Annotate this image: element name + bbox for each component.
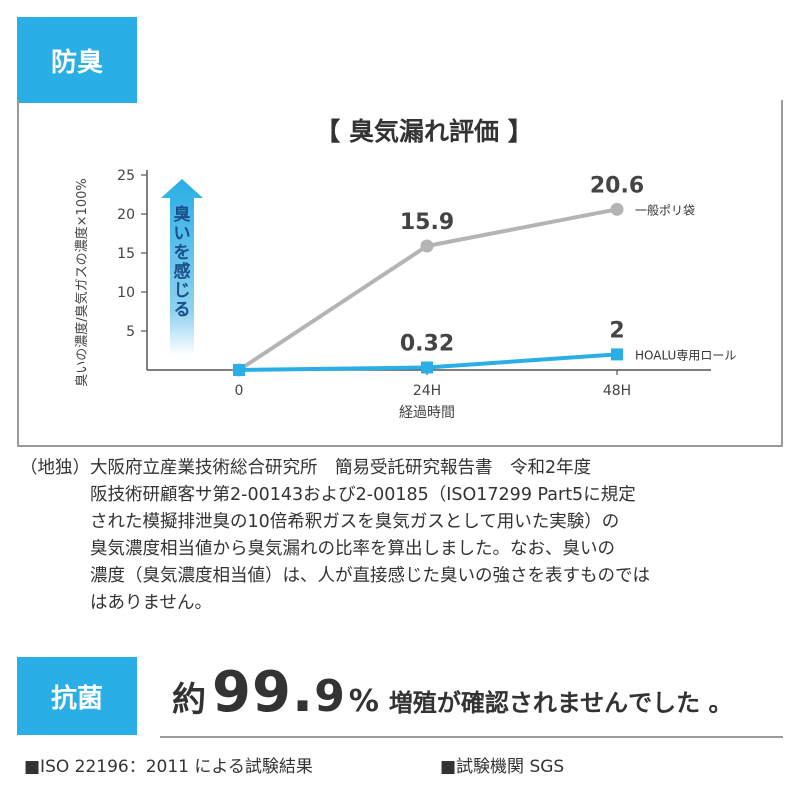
result-number-int: 99. <box>212 660 315 725</box>
y-tick-label: 25 <box>117 168 135 184</box>
result-unit: % <box>348 684 379 719</box>
x-tick-label: 0 <box>235 383 244 399</box>
note-line: された模擬排泄臭の10倍希釈ガスを臭気ガスとして用いた実験）の <box>90 512 620 532</box>
note-line: 阪技術研顧客サ第2-00143および2-00185（ISO17299 Part5… <box>90 485 636 505</box>
antibacterial-tag: 抗菌 <box>17 657 137 735</box>
data-point-square <box>233 364 245 376</box>
study-note: （地独） 大阪府立産業技術総合研究所 簡易受託研究報告書 令和2年度 阪技術研顧… <box>20 455 790 617</box>
note-line: はありません。 <box>90 593 212 613</box>
result-underline <box>160 736 783 738</box>
y-tick-label: 10 <box>117 285 135 301</box>
note-line: 大阪府立産業技術総合研究所 簡易受託研究報告書 令和2年度 <box>90 458 592 478</box>
series-name-label: HOALU専用ロール <box>635 348 736 362</box>
y-axis-label: 臭いの濃度/臭気ガスの濃度×100% <box>74 178 90 386</box>
note-line: 濃度（臭気濃度相当値）は、人が直接感じた臭いの強さを表すものでは <box>90 566 650 586</box>
chart-title: 【 臭気漏れ評価 】 <box>315 117 532 146</box>
deodorant-tag: 防臭 <box>17 17 137 103</box>
odor-arrow: 臭いを感じる <box>161 179 203 355</box>
data-label: 2 <box>609 318 624 343</box>
chart-series: 15.9 20.6 一般ポリ袋 0.32 2 HOALU専用ロール <box>232 173 736 377</box>
result-number-dec: 9 <box>314 671 345 722</box>
y-tick-label: 5 <box>126 324 135 340</box>
note-body: 大阪府立産業技術総合研究所 簡易受託研究報告書 令和2年度 阪技術研顧客サ第2-… <box>90 455 790 536</box>
data-point-circle <box>420 239 434 253</box>
chart-axes: 5 10 15 20 25 0 24H 48H 経過時間 臭いの濃度/臭気ガスの濃度×100% <box>74 168 711 421</box>
data-label: 20.6 <box>590 173 644 198</box>
arrow-label: 臭いを感じる <box>174 204 191 320</box>
antibacterial-result: 約 99. 9 % 増殖が確認されませんでした 。 <box>172 660 733 736</box>
data-point-square <box>421 361 433 374</box>
note-head: （地独） <box>20 458 90 478</box>
data-label: 15.9 <box>400 210 454 235</box>
series-name-label: 一般ポリ袋 <box>635 202 695 217</box>
odor-leak-chart: 【 臭気漏れ評価 】 臭いを感じる 5 10 15 20 25 0 24H 48H 経過時間 臭い… <box>74 117 736 421</box>
y-tick-label: 15 <box>117 246 135 262</box>
y-tick-label: 20 <box>117 207 135 223</box>
x-axis-label: 経過時間 <box>399 405 455 421</box>
test-lab: ■試験機関 SGS <box>440 757 565 777</box>
result-text: 増殖が確認されませんでした 。 <box>388 689 733 717</box>
x-tick-label: 48H <box>603 383 631 399</box>
test-standard: ■ISO 22196：2011 による試験結果 <box>24 757 313 777</box>
data-point-square <box>611 348 623 361</box>
note-line: 臭気濃度相当値から臭気漏れの比率を算出しました。なお、臭いの <box>90 539 615 559</box>
x-tick-label: 24H <box>413 383 441 399</box>
data-label: 0.32 <box>400 332 454 357</box>
data-point-circle <box>610 202 624 216</box>
result-prefix: 約 <box>172 680 206 720</box>
chart-frame: 【 臭気漏れ評価 】 臭いを感じる 5 10 15 20 25 0 24H 48H 経過時間 臭い… <box>17 100 783 447</box>
arrow-shape <box>161 179 203 355</box>
